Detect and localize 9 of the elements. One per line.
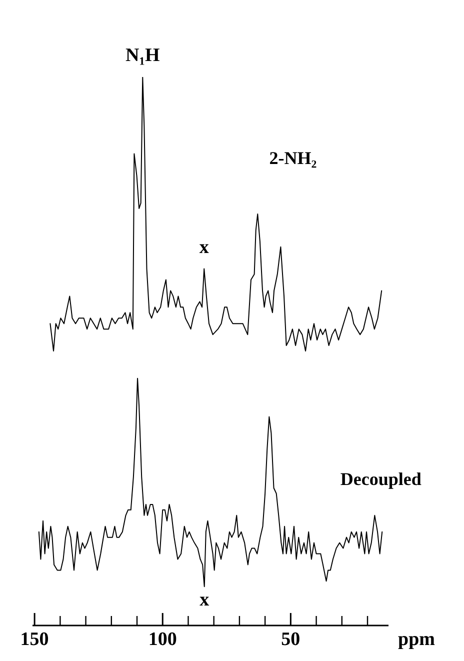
annotation: x — [199, 236, 210, 258]
x-tick-label: 100 — [148, 629, 177, 650]
text: 2-NH₂ — [269, 148, 317, 168]
x-tick-label: 50 — [281, 629, 300, 650]
annotation: N₁H — [126, 45, 160, 66]
annotation: x — [200, 590, 210, 611]
text: Decoupled — [340, 468, 422, 489]
x-tick-label: 150 — [20, 629, 49, 650]
x-axis-title: ppm — [398, 629, 436, 650]
